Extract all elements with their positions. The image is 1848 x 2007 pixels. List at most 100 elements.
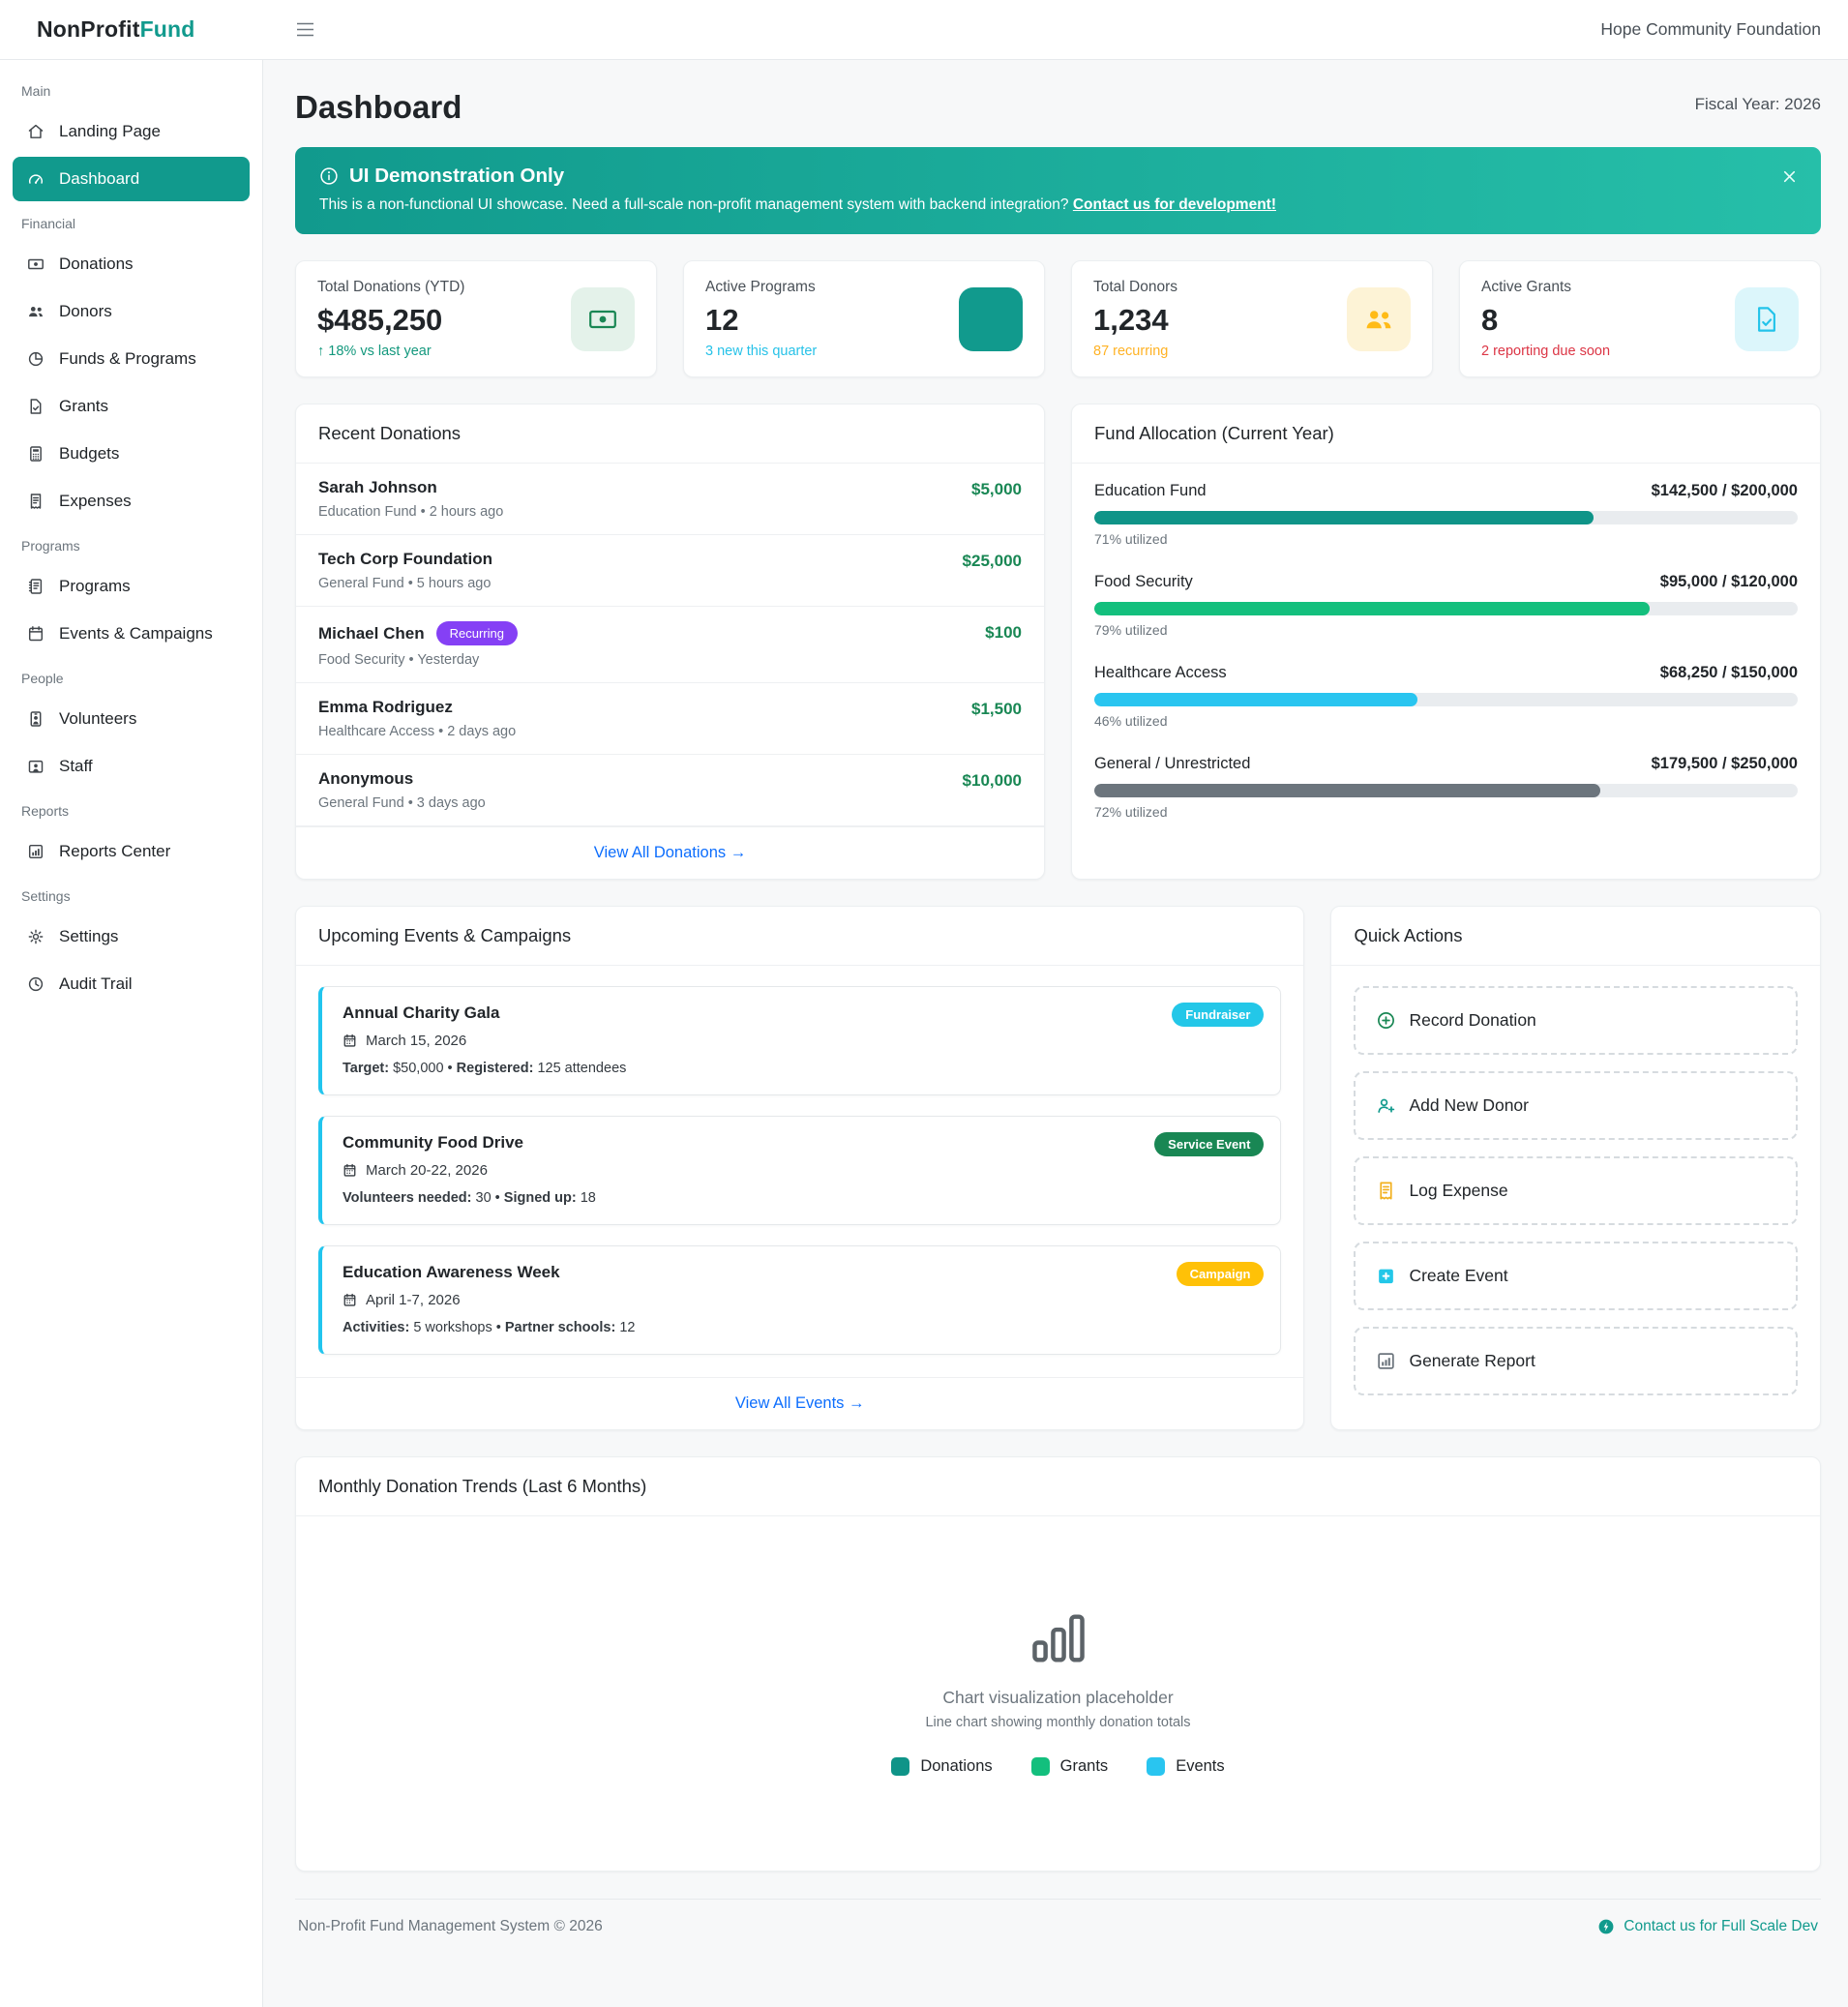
footer-contact-link[interactable]: Contact us for Full Scale Dev — [1597, 1918, 1818, 1935]
event-detail-value: $50,000 • — [389, 1061, 457, 1076]
sidebar-item-grants[interactable]: Grants — [13, 384, 250, 429]
card-title: Fund Allocation (Current Year) — [1072, 404, 1820, 464]
people-icon — [27, 303, 45, 320]
sidebar-item-settings[interactable]: Settings — [13, 914, 250, 959]
create-event-button[interactable]: Create Event — [1354, 1242, 1798, 1310]
legend-item-events: Events — [1147, 1756, 1225, 1776]
person-plus-icon — [1376, 1095, 1396, 1116]
stat-label: Active Programs — [705, 279, 816, 295]
close-icon[interactable] — [1781, 168, 1798, 185]
donation-row: Sarah Johnson Education Fund • 2 hours a… — [296, 464, 1044, 535]
menu-icon[interactable] — [296, 22, 314, 37]
bar-chart-icon — [27, 843, 45, 860]
donation-amount: $100 — [985, 623, 1022, 642]
sidebar-item-programs[interactable]: Programs — [13, 564, 250, 609]
person-badge-icon — [27, 710, 45, 728]
donation-row: Michael Chen Recurring Food Security • Y… — [296, 607, 1044, 683]
sidebar-item-funds-programs[interactable]: Funds & Programs — [13, 337, 250, 381]
calendar-icon — [343, 1163, 357, 1178]
calendar-icon — [343, 1293, 357, 1307]
sidebar: Main Landing Page Dashboard Financial Do… — [0, 60, 263, 2007]
progress-fill — [1094, 693, 1418, 706]
banner-text: This is a non-functional UI showcase. Ne… — [319, 196, 1073, 213]
fund-amounts: $179,500 / $250,000 — [1651, 755, 1798, 772]
donor-name: Emma Rodriguez — [318, 698, 453, 716]
sidebar-item-staff[interactable]: Staff — [13, 744, 250, 789]
fund-name: Education Fund — [1094, 482, 1207, 499]
legend-item-grants: Grants — [1030, 1756, 1109, 1776]
add-new-donor-button[interactable]: Add New Donor — [1354, 1071, 1798, 1140]
view-all-events-link[interactable]: View All Events → — [734, 1394, 865, 1412]
banner-title: UI Demonstration Only — [349, 165, 565, 187]
top-bar: NonProfitFund Hope Community Foundation — [0, 0, 1848, 60]
fund-row: Healthcare Access $68,250 / $150,000 46%… — [1072, 645, 1820, 736]
sidebar-item-audit-trail[interactable]: Audit Trail — [13, 962, 250, 1006]
log-expense-button[interactable]: Log Expense — [1354, 1156, 1798, 1225]
gear-icon — [27, 928, 45, 945]
sidebar-item-donations[interactable]: Donations — [13, 242, 250, 286]
fund-name: General / Unrestricted — [1094, 755, 1251, 772]
record-donation-button[interactable]: Record Donation — [1354, 986, 1798, 1055]
sidebar-item-label: Funds & Programs — [59, 349, 196, 368]
sidebar-item-expenses[interactable]: Expenses — [13, 479, 250, 524]
file-check-icon — [27, 398, 45, 415]
fund-amounts: $142,500 / $200,000 — [1651, 482, 1798, 499]
stat-note: 87 recurring — [1093, 344, 1169, 359]
sidebar-item-volunteers[interactable]: Volunteers — [13, 697, 250, 741]
sidebar-item-budgets[interactable]: Budgets — [13, 432, 250, 476]
sidebar-item-landing-page[interactable]: Landing Page — [13, 109, 250, 154]
sidebar-item-dashboard[interactable]: Dashboard — [13, 157, 250, 201]
journal-icon — [27, 578, 45, 595]
event-type-badge: Campaign — [1176, 1262, 1265, 1286]
event-card[interactable]: Community Food Drive March 20-22, 2026 V… — [318, 1116, 1282, 1225]
stat-card-total-donations: Total Donations (YTD) $485,250 ↑ 18% vs … — [295, 260, 657, 377]
donation-meta: Food Security • Yesterday — [318, 652, 480, 668]
stat-value: 8 — [1481, 303, 1499, 337]
donation-amount: $25,000 — [962, 552, 1022, 570]
event-card[interactable]: Education Awareness Week April 1-7, 2026… — [318, 1245, 1282, 1355]
quick-action-label: Add New Donor — [1409, 1095, 1529, 1115]
sidebar-item-label: Events & Campaigns — [59, 624, 213, 643]
event-name: Annual Charity Gala — [343, 1004, 500, 1022]
generate-report-button[interactable]: Generate Report — [1354, 1327, 1798, 1395]
sidebar-section-main: Main — [21, 83, 51, 99]
donation-amount: $1,500 — [971, 700, 1022, 718]
legend-label: Grants — [1059, 1756, 1109, 1775]
event-name: Community Food Drive — [343, 1133, 524, 1152]
recurring-badge: Recurring — [435, 621, 518, 645]
sidebar-item-donors[interactable]: Donors — [13, 289, 250, 334]
legend-item-donations: Donations — [891, 1756, 993, 1776]
sidebar-item-events-campaigns[interactable]: Events & Campaigns — [13, 612, 250, 656]
event-type-badge: Fundraiser — [1172, 1003, 1265, 1027]
card-title: Quick Actions — [1331, 907, 1820, 966]
stat-note: ↑ 18% vs last year — [317, 344, 432, 359]
quick-action-label: Record Donation — [1409, 1010, 1536, 1030]
event-type-badge: Service Event — [1154, 1132, 1265, 1156]
banner-contact-link[interactable]: Contact us for development! — [1072, 196, 1276, 213]
fund-utilization: 46% utilized — [1094, 713, 1168, 729]
page-title: Dashboard — [295, 89, 462, 125]
event-date: March 15, 2026 — [366, 1033, 467, 1049]
donation-meta: General Fund • 5 hours ago — [318, 576, 492, 591]
sidebar-item-reports-center[interactable]: Reports Center — [13, 829, 250, 874]
calendar-icon — [343, 1033, 357, 1048]
event-card[interactable]: Annual Charity Gala March 15, 2026 Targe… — [318, 986, 1282, 1095]
main-content: Dashboard Fiscal Year: 2026 UI Demonstra… — [263, 60, 1848, 2007]
programs-tile-icon — [959, 286, 1023, 351]
card-title: Monthly Donation Trends (Last 6 Months) — [296, 1457, 1820, 1516]
page-footer: Non-Profit Fund Management System © 2026… — [295, 1899, 1821, 1961]
people-icon — [1347, 286, 1411, 351]
fund-utilization: 71% utilized — [1094, 531, 1168, 547]
legend-swatch — [891, 1756, 910, 1776]
view-all-donations-link[interactable]: View All Donations → — [593, 844, 747, 861]
event-detail-label: Signed up: — [503, 1190, 577, 1206]
calendar-icon — [27, 625, 45, 643]
quick-action-label: Generate Report — [1409, 1351, 1535, 1370]
donation-meta: Healthcare Access • 2 days ago — [318, 724, 517, 739]
sidebar-section-settings: Settings — [21, 888, 71, 904]
upcoming-events-card: Upcoming Events & Campaigns Annual Chari… — [295, 906, 1305, 1430]
event-detail-label: Volunteers needed: — [343, 1190, 472, 1206]
sidebar-item-label: Programs — [59, 577, 131, 595]
fund-row: General / Unrestricted $179,500 / $250,0… — [1072, 736, 1820, 827]
event-date: March 20-22, 2026 — [366, 1162, 488, 1179]
